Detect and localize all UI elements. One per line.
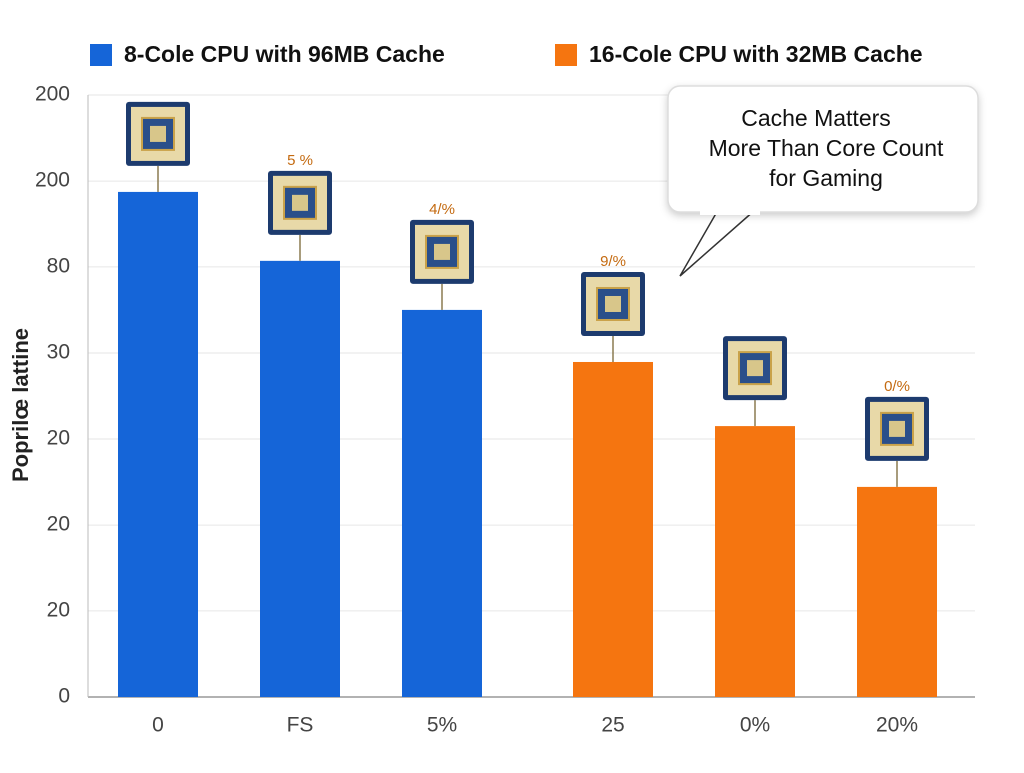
x-tick-label: 25 xyxy=(601,714,624,737)
bar-note: 5 % xyxy=(287,152,313,169)
chip-die xyxy=(889,421,905,437)
y-tick-label: 80 xyxy=(47,254,70,277)
bar-note: 0/% xyxy=(884,378,910,395)
x-tick-label: 0 xyxy=(152,714,164,737)
y-tick-label: 20 xyxy=(47,513,70,536)
y-tick-label: 20 xyxy=(47,427,70,450)
y-axis-label: Poprilœ lattine xyxy=(8,328,33,482)
bar xyxy=(857,487,937,697)
legend-swatch xyxy=(90,44,112,66)
callout-line: More Than Core Count xyxy=(709,135,944,161)
y-tick-label: 200 xyxy=(35,169,70,192)
y-tick-label: 0 xyxy=(58,685,70,708)
y-tick-label: 30 xyxy=(47,341,70,364)
y-tick-label: 200 xyxy=(35,83,70,106)
x-tick-label: FS xyxy=(287,714,314,737)
callout-joint xyxy=(700,205,760,215)
callout-line: Cache Matters xyxy=(741,105,891,131)
callout-pointer xyxy=(680,210,755,276)
chip-die xyxy=(150,126,166,142)
callout-line: for Gaming xyxy=(769,165,883,191)
bar-note: 4/% xyxy=(429,201,455,218)
legend-label: 16-Cole CPU with 32MB Cache xyxy=(589,41,923,67)
chip-die xyxy=(605,296,621,312)
bar xyxy=(260,261,340,697)
bar-note: 9/% xyxy=(600,253,626,270)
bar xyxy=(118,192,198,697)
x-tick-label: 0% xyxy=(740,714,770,737)
bar xyxy=(715,426,795,697)
legend-swatch xyxy=(555,44,577,66)
callout: Cache Matters More Than Core Count for G… xyxy=(668,86,978,276)
bar xyxy=(402,310,482,697)
legend-label: 8-Cole CPU with 96MB Cache xyxy=(124,41,445,67)
chip-die xyxy=(434,244,450,260)
x-tick-label: 5% xyxy=(427,714,457,737)
x-tick-label: 20% xyxy=(876,714,918,737)
bar xyxy=(573,362,653,697)
chip-die xyxy=(747,360,763,376)
chip-die xyxy=(292,195,308,211)
y-tick-label: 20 xyxy=(47,598,70,621)
